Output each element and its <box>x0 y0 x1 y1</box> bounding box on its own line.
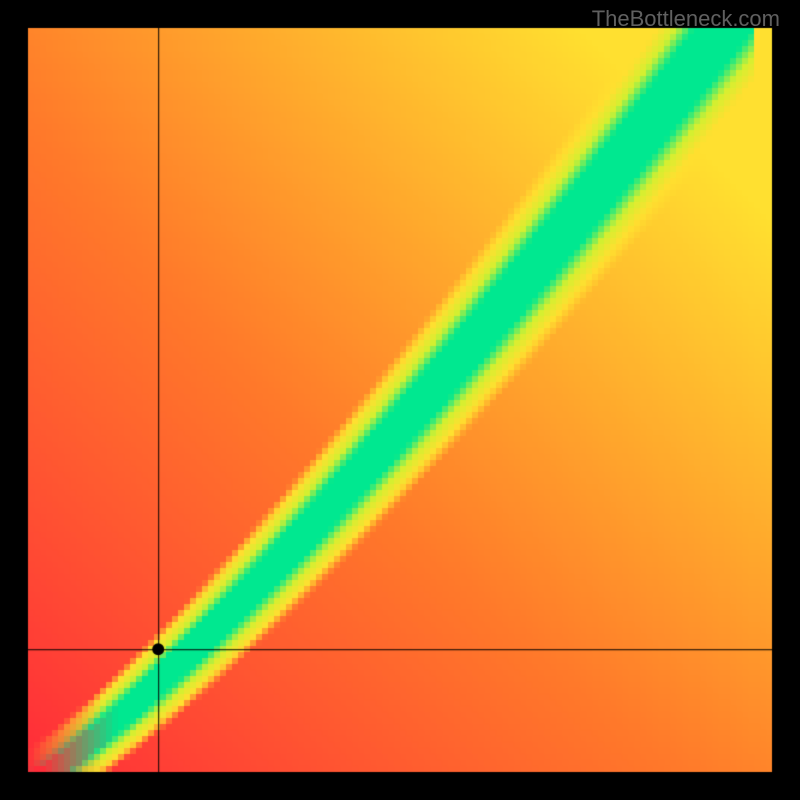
heatmap-canvas <box>0 0 800 800</box>
watermark-text: TheBottleneck.com <box>592 6 780 32</box>
chart-container: TheBottleneck.com <box>0 0 800 800</box>
